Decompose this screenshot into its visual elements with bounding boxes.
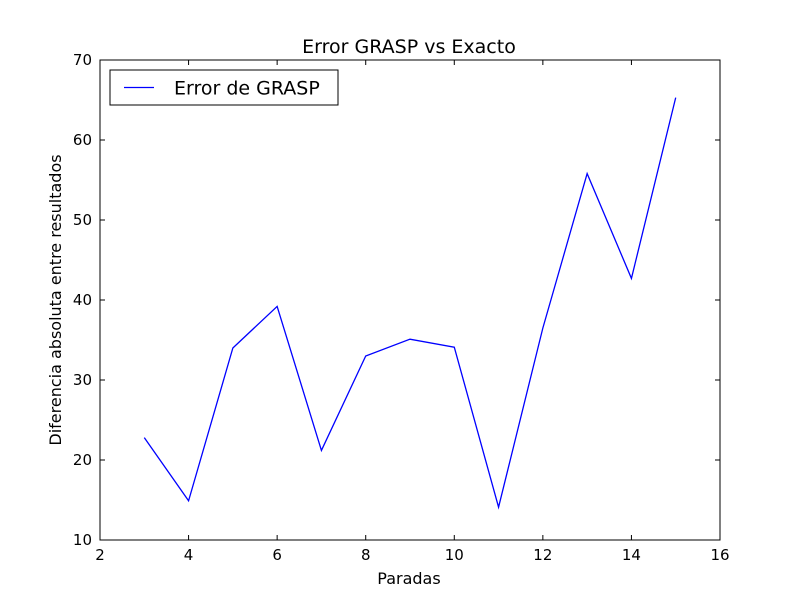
plot-frame [99, 59, 721, 541]
x-axis-label: Paradas [377, 569, 440, 588]
x-tick-label: 12 [533, 546, 552, 564]
y-tick-label: 20 [73, 451, 92, 469]
y-tick-label: 10 [73, 531, 92, 549]
y-tick-label: 70 [73, 51, 92, 69]
y-tick-label: 50 [73, 211, 92, 229]
y-tick-label: 30 [73, 371, 92, 389]
series-line-1 [143, 97, 677, 510]
chart-title: Error GRASP vs Exacto [302, 36, 516, 58]
x-tick-label: 2 [95, 546, 105, 564]
y-tick-label: 40 [73, 291, 92, 309]
x-tick-label: 16 [710, 546, 729, 564]
x-tick-label: 6 [272, 546, 282, 564]
legend-label: Error de GRASP [174, 78, 320, 100]
x-tick-label: 14 [622, 546, 641, 564]
x-tick-label: 4 [184, 546, 194, 564]
y-tick-label: 60 [73, 131, 92, 149]
plot-area: 2 4 6 8 10 12 14 16 10 20 30 40 50 60 70 Error de GRASP [73, 51, 730, 564]
y-axis-label: Diferencia absoluta entre resultados [46, 154, 65, 445]
x-tick-label: 10 [445, 546, 464, 564]
x-tick-label: 8 [361, 546, 371, 564]
